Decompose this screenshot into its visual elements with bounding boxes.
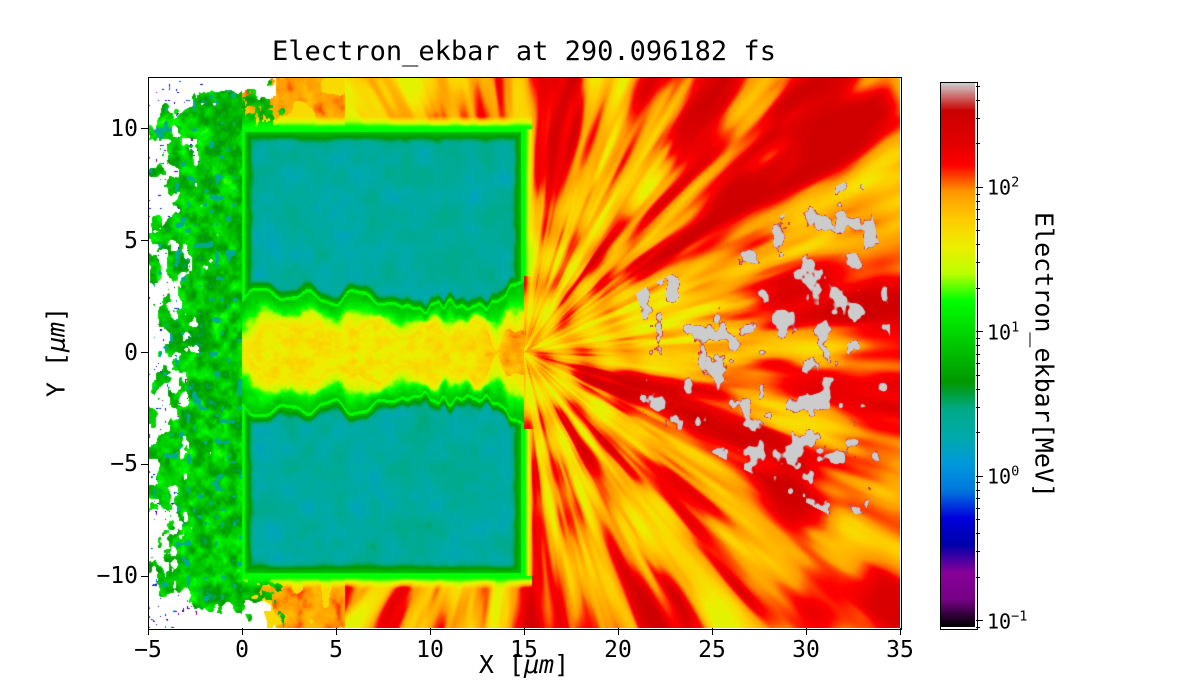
y-tick-mark bbox=[141, 463, 148, 465]
colorbar-minor-tick-mark bbox=[976, 489, 980, 491]
colorbar-minor-tick-mark bbox=[976, 626, 980, 628]
colorbar-minor-tick-mark bbox=[976, 498, 980, 500]
colorbar-minor-tick-mark bbox=[976, 337, 980, 339]
colorbar-minor-tick-mark bbox=[976, 143, 980, 145]
x-tick-label: 35 bbox=[886, 637, 914, 663]
y-tick-label: 10 bbox=[110, 115, 138, 142]
x-tick-mark bbox=[523, 628, 525, 635]
colorbar-minor-tick-mark bbox=[976, 218, 980, 220]
y-tick-label: 5 bbox=[124, 227, 138, 254]
x-tick-label: 20 bbox=[604, 637, 632, 663]
x-tick-mark bbox=[147, 628, 149, 635]
colorbar-tick-label: 100 bbox=[987, 464, 1020, 489]
colorbar-minor-tick-mark bbox=[976, 482, 980, 484]
x-tick-label: 10 bbox=[416, 637, 444, 663]
colorbar-minor-tick-mark bbox=[976, 353, 980, 355]
colorbar-minor-tick-mark bbox=[976, 345, 980, 347]
y-tick-label: −5 bbox=[110, 451, 138, 478]
colorbar-minor-tick-mark bbox=[976, 200, 980, 202]
colorbar-minor-tick-mark bbox=[976, 533, 980, 535]
colorbar-minor-tick-mark bbox=[976, 244, 980, 246]
colorbar-minor-tick-mark bbox=[976, 406, 980, 408]
x-tick-label: 25 bbox=[698, 637, 726, 663]
y-tick-mark bbox=[141, 240, 148, 241]
colorbar-tick-label: 102 bbox=[987, 175, 1020, 200]
y-tick-label: −10 bbox=[96, 563, 138, 590]
colorbar-minor-tick-mark bbox=[976, 230, 980, 232]
colorbar-minor-tick-mark bbox=[976, 519, 980, 521]
y-tick-label: 0 bbox=[124, 339, 138, 366]
x-tick-label: 30 bbox=[792, 637, 820, 663]
x-tick-label: 5 bbox=[329, 637, 343, 663]
colorbar-minor-tick-mark bbox=[976, 99, 980, 101]
x-tick-mark bbox=[899, 628, 901, 635]
colorbar-tick-mark bbox=[976, 331, 983, 333]
colorbar-minor-tick-mark bbox=[976, 432, 980, 434]
x-axis-label: X [μm] bbox=[478, 650, 570, 679]
colorbar-tick-label: 10−1 bbox=[987, 608, 1028, 634]
x-tick-label: −5 bbox=[134, 637, 162, 663]
x-tick-mark bbox=[429, 628, 431, 635]
y-tick-mark bbox=[141, 128, 148, 130]
colorbar-tick-mark bbox=[976, 475, 983, 477]
x-tick-mark bbox=[241, 628, 243, 635]
colorbar-minor-tick-mark bbox=[976, 287, 980, 289]
colorbar-minor-tick-mark bbox=[976, 363, 980, 365]
colorbar-minor-tick-mark bbox=[976, 193, 980, 195]
x-tick-label: 15 bbox=[510, 637, 538, 663]
x-tick-mark bbox=[617, 628, 619, 635]
colorbar-minor-tick-mark bbox=[976, 118, 980, 120]
colorbar-minor-tick-mark bbox=[976, 551, 980, 553]
x-tick-mark bbox=[711, 628, 713, 635]
x-tick-label: 0 bbox=[235, 637, 249, 663]
y-tick-mark bbox=[141, 575, 148, 577]
colorbar-tick-mark bbox=[976, 620, 983, 622]
colorbar-tick-mark bbox=[976, 186, 983, 188]
colorbar-minor-tick-mark bbox=[976, 374, 980, 376]
colorbar-label: Electron_ekbar[MeV] bbox=[1029, 212, 1059, 498]
colorbar-minor-tick-mark bbox=[976, 85, 980, 87]
x-tick-mark bbox=[335, 628, 337, 635]
plot-title: Electron_ekbar at 290.096182 fs bbox=[272, 36, 776, 67]
colorbar-canvas bbox=[941, 83, 975, 627]
colorbar-minor-tick-mark bbox=[976, 576, 980, 578]
y-tick-mark bbox=[141, 352, 148, 353]
colorbar-minor-tick-mark bbox=[976, 209, 980, 211]
colorbar-minor-tick-mark bbox=[976, 262, 980, 264]
x-tick-mark bbox=[805, 628, 807, 635]
heatmap-canvas bbox=[148, 77, 900, 628]
colorbar-minor-tick-mark bbox=[976, 507, 980, 509]
colorbar-tick-label: 101 bbox=[987, 319, 1020, 345]
colorbar-minor-tick-mark bbox=[976, 388, 980, 390]
